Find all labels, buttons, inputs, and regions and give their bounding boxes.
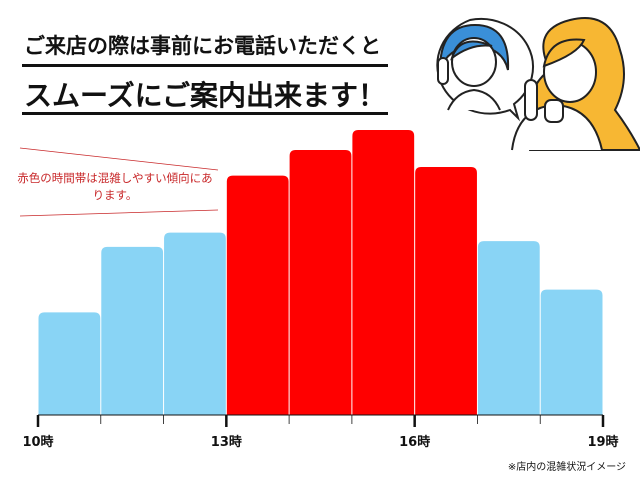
bar-15時	[352, 130, 415, 415]
bar-18時	[540, 289, 603, 415]
bar-13時	[226, 175, 289, 415]
x-tick-label: 16時	[399, 434, 430, 450]
annotation-line-bottom	[19, 209, 219, 217]
busy-annotation: 赤色の時間帯は混雑しやすい傾向にあります。	[17, 171, 213, 202]
bar-11時	[101, 246, 164, 415]
x-tick-label: 10時	[22, 434, 53, 450]
bar-16時	[415, 167, 477, 415]
x-tick-label: 13時	[211, 434, 242, 450]
footnote: ※店内の混雑状況イメージ	[507, 462, 626, 473]
annotation-line-top	[19, 147, 219, 171]
headline-rule-bottom	[22, 112, 388, 115]
headline-line2: スムーズにご案内出来ます！	[24, 79, 387, 112]
bar-10時	[38, 312, 101, 415]
headline-line1: ご来店の際は事前にお電話いただくと	[24, 34, 381, 58]
bar-17時	[477, 241, 540, 415]
bar-14時	[289, 149, 352, 415]
bar-12時	[164, 232, 226, 415]
illustration-women-on-phone	[436, 17, 640, 151]
x-tick-label: 19時	[587, 434, 618, 450]
headline-rule-top	[22, 64, 388, 67]
